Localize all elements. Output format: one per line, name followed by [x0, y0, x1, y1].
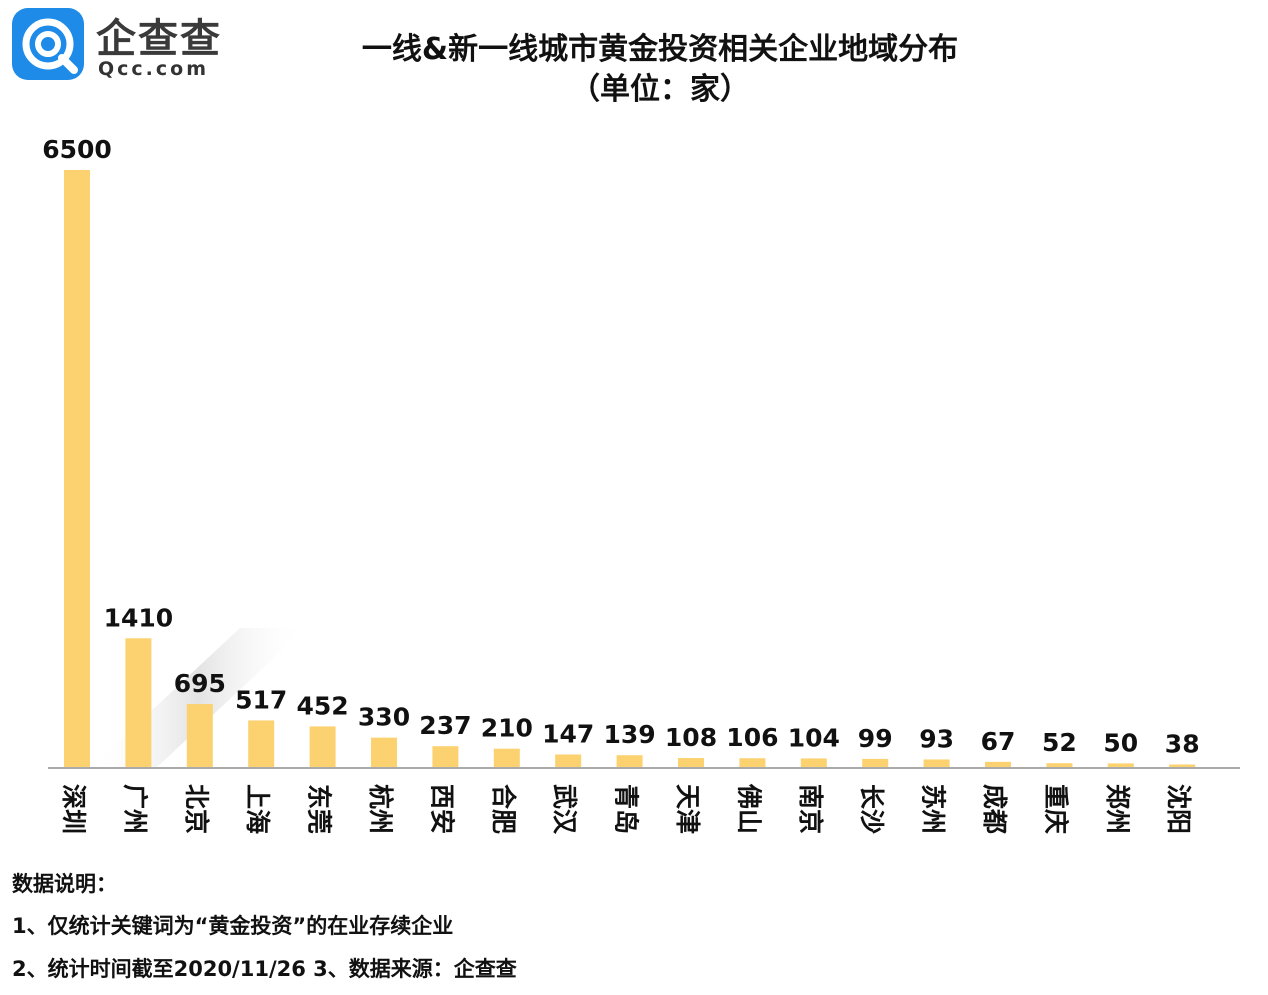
- bar-value-label: 330: [358, 703, 410, 732]
- category-label: 郑州: [1103, 784, 1132, 834]
- bar-chart: 6500 1410 695 517 452 330 237 210 147 139 108 106 10…: [42, 135, 1240, 835]
- bar-value-label: 139: [604, 720, 656, 749]
- category-label: 上海: [243, 784, 272, 834]
- category-label: 成都: [980, 784, 1009, 834]
- bar-value-label: 67: [981, 727, 1016, 756]
- chart-subtitle: （单位：家）: [570, 72, 750, 107]
- bar: [248, 720, 275, 768]
- bar-value-label: 6500: [42, 135, 112, 164]
- bar: [493, 748, 520, 768]
- category-label: 长沙: [857, 784, 886, 834]
- notes-heading: 数据说明：: [12, 872, 117, 896]
- notes-line-2: 2、统计时间截至2020/11/26 3、数据来源：企查查: [12, 957, 517, 981]
- qcc-logo-icon: [12, 8, 84, 80]
- chart-title: 一线&新一线城市黄金投资相关企业地域分布: [361, 32, 959, 67]
- bar: [1107, 763, 1134, 768]
- bar: [1169, 764, 1196, 768]
- bar-value-label: 210: [481, 714, 533, 743]
- bar-value-label: 52: [1042, 728, 1077, 757]
- bar-value-label: 106: [726, 723, 778, 752]
- category-label: 青岛: [612, 784, 641, 834]
- bar-value-label: 93: [919, 724, 954, 753]
- bar: [125, 638, 152, 768]
- bar: [800, 758, 827, 768]
- category-label: 沈阳: [1164, 784, 1193, 834]
- bar-value-label: 104: [788, 723, 840, 752]
- category-label: 合肥: [489, 784, 518, 834]
- bar-value-label: 695: [174, 669, 226, 698]
- bar: [923, 759, 950, 768]
- bar-value-label: 1410: [104, 603, 174, 632]
- category-label: 北京: [182, 784, 211, 834]
- brand-name: 企查查: [96, 16, 222, 62]
- category-label: 佛山: [734, 783, 763, 834]
- category-label: 南京: [796, 784, 825, 834]
- bar: [616, 755, 643, 768]
- bar: [1046, 763, 1073, 768]
- bar: [985, 761, 1011, 768]
- category-label: 天津: [673, 784, 702, 834]
- category-label: 苏州: [919, 784, 948, 834]
- bar: [555, 754, 582, 768]
- bar: [739, 758, 766, 768]
- category-label: 重庆: [1041, 784, 1070, 834]
- bar-value-label: 50: [1103, 728, 1138, 757]
- bar: [309, 726, 336, 768]
- bar: [64, 170, 90, 768]
- bar-value-label: 108: [665, 723, 717, 752]
- bar: [678, 758, 704, 768]
- bar: [862, 758, 889, 768]
- category-label: 武汉: [550, 784, 579, 835]
- notes-line-1: 1、仅统计关键词为“黄金投资”的在业存续企业: [12, 914, 454, 938]
- bar-value-label: 237: [419, 711, 471, 740]
- bar-value-label: 99: [858, 724, 893, 753]
- category-label: 东莞: [305, 784, 334, 834]
- bar-value-label: 517: [235, 685, 287, 714]
- bar: [371, 737, 397, 768]
- bar-value-label: 147: [542, 719, 594, 748]
- bar-value-label: 452: [297, 691, 349, 720]
- bar: [432, 746, 459, 768]
- category-label: 西安: [427, 784, 456, 834]
- brand-logo: 企查查 Qcc.com: [12, 6, 232, 82]
- category-label: 深圳: [59, 784, 88, 834]
- category-label: 杭州: [366, 784, 395, 834]
- brand-domain: Qcc.com: [98, 58, 210, 80]
- bar-value-label: 38: [1165, 730, 1200, 759]
- bar: [186, 704, 213, 768]
- category-label: 广州: [120, 784, 149, 834]
